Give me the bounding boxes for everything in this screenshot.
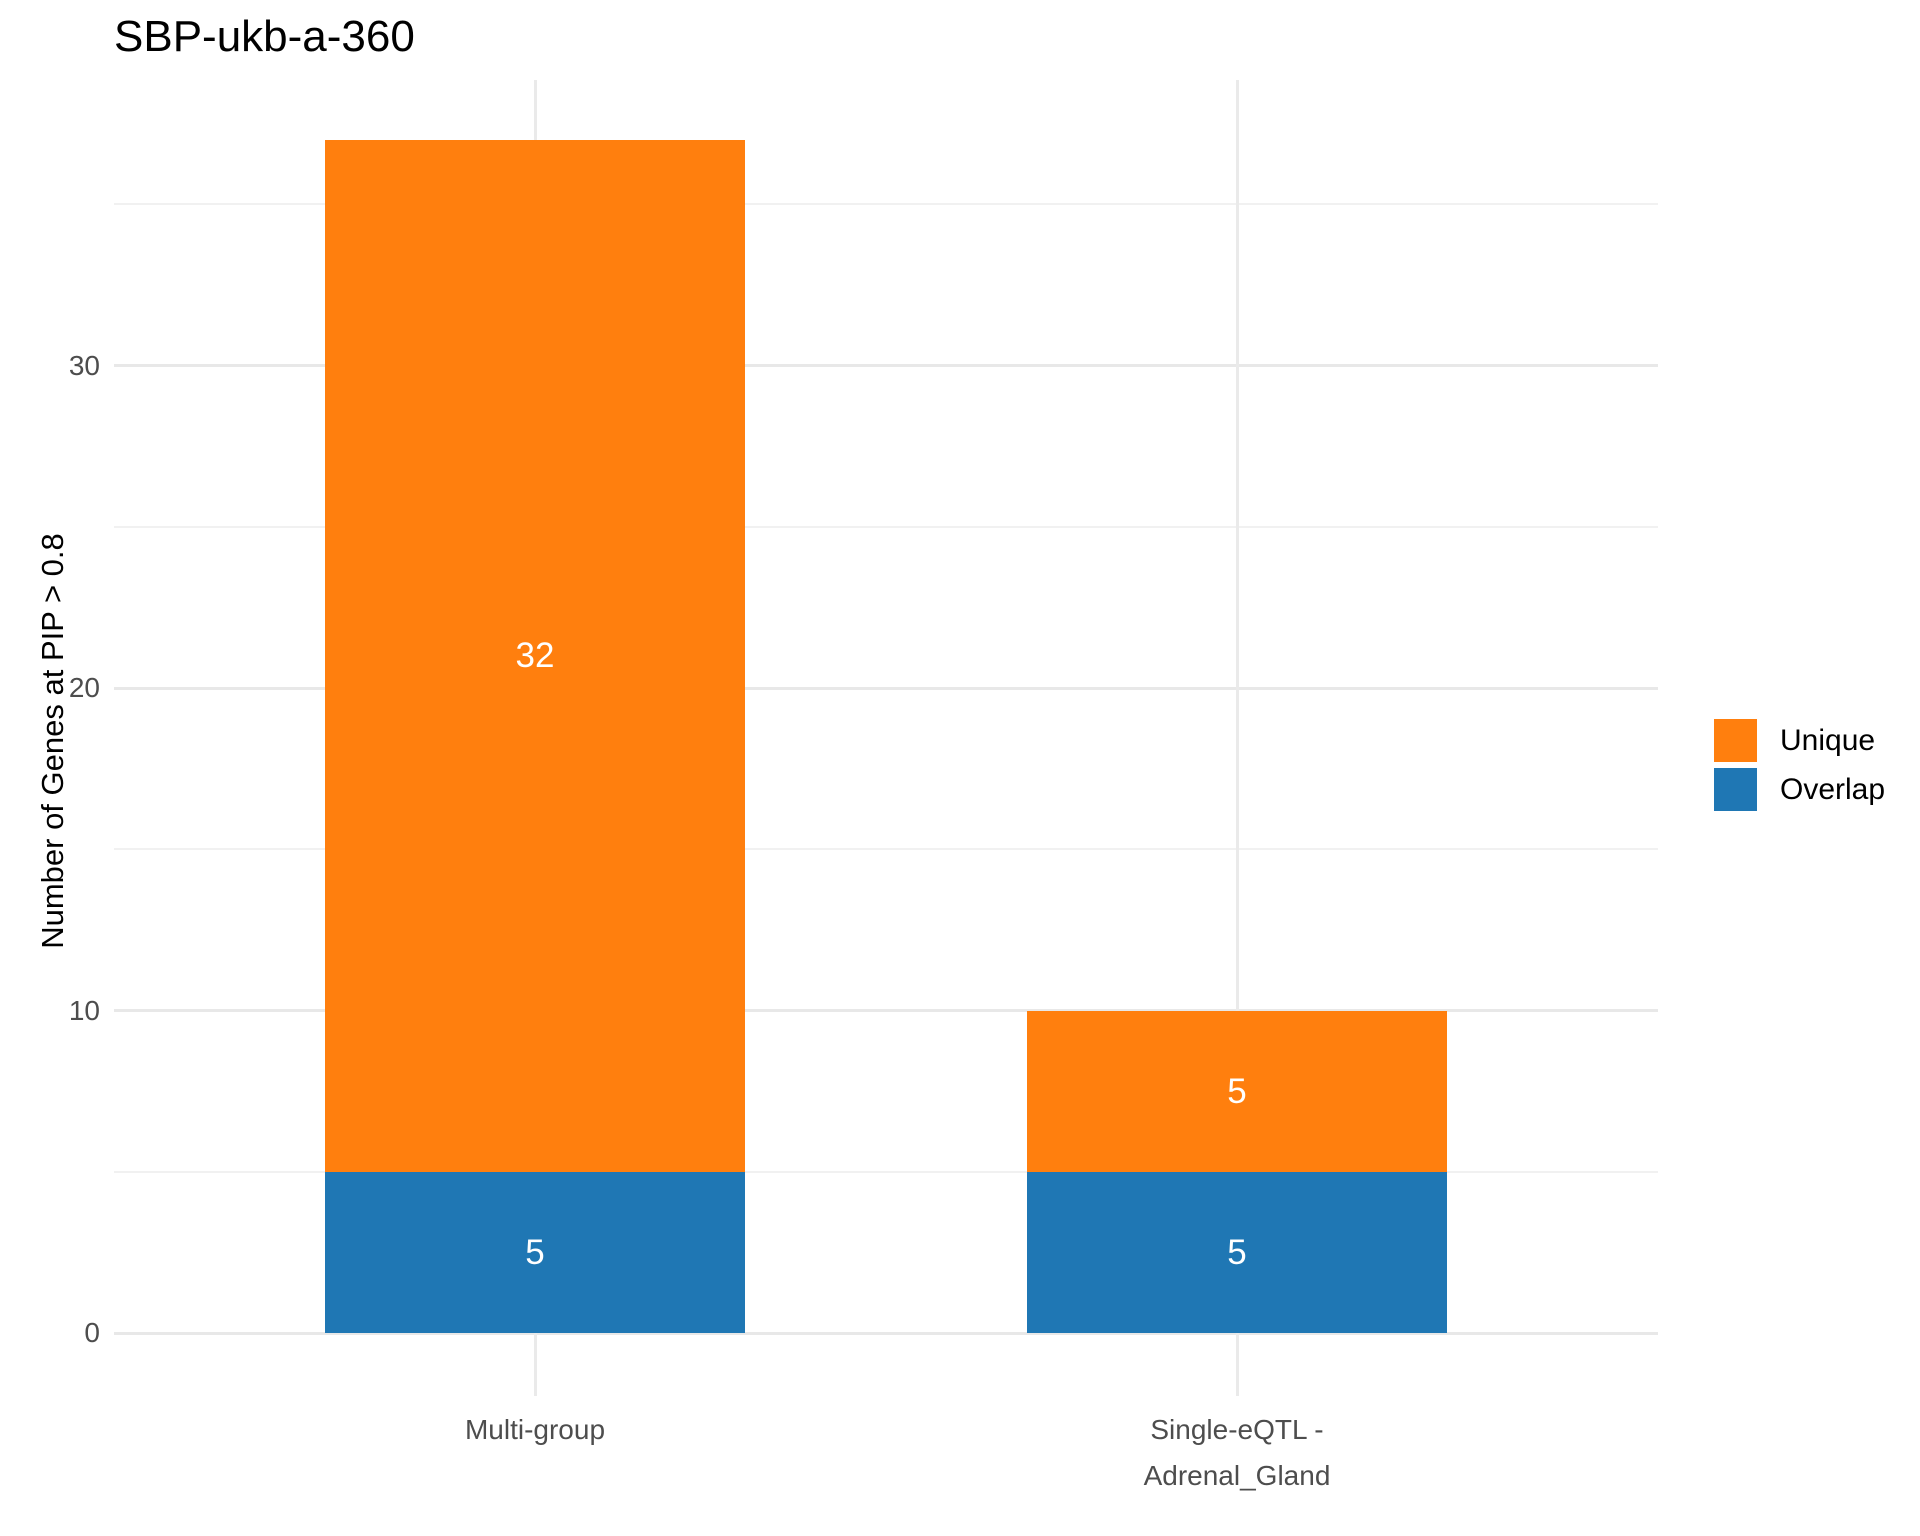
x-tick-label-0: Multi-group [464,1414,606,1445]
major-gridline-y-20 [114,686,1658,690]
legend-label-overlap: Overlap [1780,772,1886,806]
vertical-gridline-1 [1235,80,1239,1396]
legend-swatch-unique [1714,719,1757,762]
minor-gridline-y-25 [114,525,1658,528]
bar-segment-overlap-0 [325,1171,745,1333]
legend-item-unique: Unique [1714,719,1885,762]
legend-swatch-overlap [1714,768,1757,811]
bar-value-label-overlap-1: 5 [1227,1232,1247,1272]
bar-value-label-unique-1: 5 [1227,1071,1247,1111]
bar-segment-overlap-1 [1027,1171,1447,1333]
x-tick-label-1: Single-eQTL - Adrenal_Gland [1143,1414,1331,1491]
bar-value-label-unique-0: 32 [515,636,555,676]
bar-segment-unique-1 [1027,1010,1447,1172]
minor-gridline-y-5 [114,1170,1658,1173]
y-tick-label-20: 20 [68,672,100,703]
legend-item-overlap: Overlap [1714,768,1885,811]
major-gridline-y-30 [114,364,1658,367]
y-tick-label-30: 30 [68,349,100,381]
legend-label-unique: Unique [1780,723,1876,757]
bar-segment-unique-0 [325,139,745,1172]
major-gridline-y-0 [114,1331,1658,1335]
legend: Unique Overlap [1714,719,1885,811]
bar-value-label-overlap-0: 5 [525,1232,545,1272]
minor-gridline-y-35 [114,203,1658,206]
major-gridline-y-10 [114,1009,1658,1012]
y-tick-label-0: 0 [84,1317,100,1348]
y-tick-label-10: 10 [68,994,100,1026]
chart-title: SBP-ukb-a-360 [114,12,415,61]
minor-gridline-y-15 [114,848,1658,851]
